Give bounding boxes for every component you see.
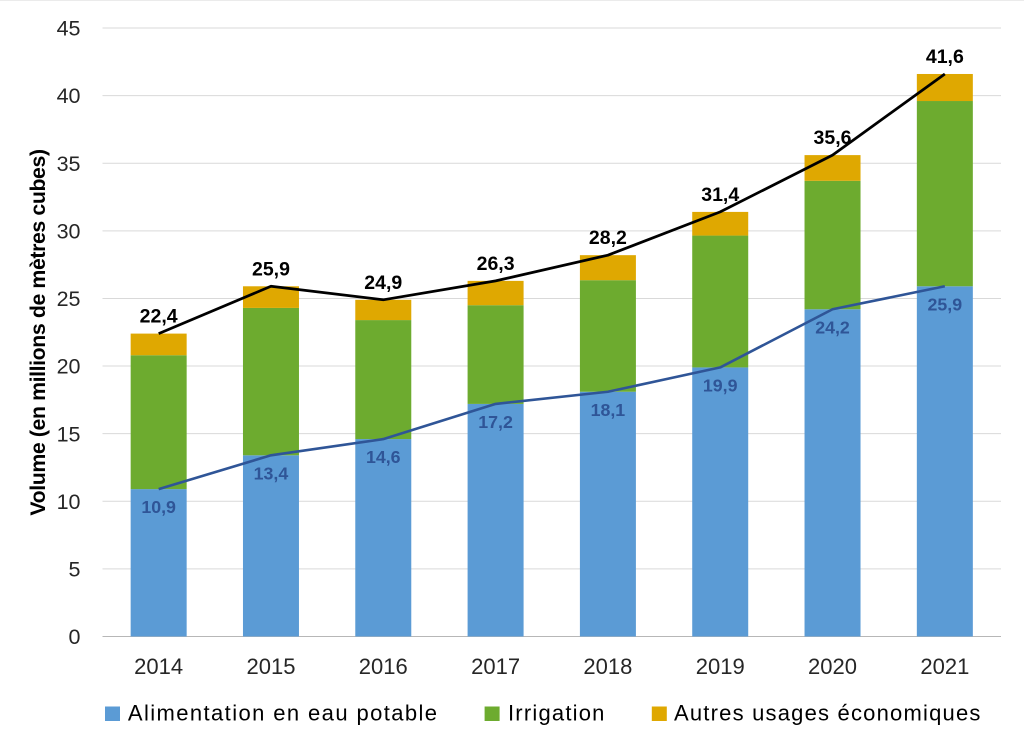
svg-text:14,6: 14,6: [366, 447, 401, 467]
svg-text:10: 10: [57, 490, 81, 514]
svg-text:41,6: 41,6: [926, 46, 964, 68]
svg-text:40: 40: [57, 84, 81, 108]
svg-text:24,9: 24,9: [364, 272, 402, 294]
svg-text:2020: 2020: [808, 654, 857, 679]
svg-text:2014: 2014: [134, 654, 183, 679]
svg-text:2016: 2016: [359, 654, 408, 679]
svg-text:15: 15: [57, 422, 81, 446]
svg-text:31,4: 31,4: [701, 184, 739, 206]
svg-text:2015: 2015: [246, 654, 295, 679]
svg-text:25: 25: [57, 287, 81, 311]
svg-text:Volume (en millions de mètres: Volume (en millions de mètres cubes): [26, 149, 50, 516]
svg-text:2021: 2021: [920, 654, 969, 679]
svg-text:Autres usages économiques: Autres usages économiques: [674, 701, 982, 726]
svg-text:25,9: 25,9: [928, 294, 963, 314]
svg-text:17,2: 17,2: [478, 412, 513, 432]
svg-text:25,9: 25,9: [252, 258, 290, 280]
svg-text:10,9: 10,9: [141, 497, 176, 517]
svg-text:2019: 2019: [696, 654, 745, 679]
svg-text:35: 35: [57, 152, 81, 176]
svg-text:2018: 2018: [583, 654, 632, 679]
svg-text:18,1: 18,1: [591, 400, 626, 420]
svg-text:2017: 2017: [471, 654, 520, 679]
svg-text:Alimentation en eau potable: Alimentation en eau potable: [128, 701, 439, 726]
svg-text:Irrigation: Irrigation: [508, 701, 606, 726]
svg-text:45: 45: [57, 17, 81, 41]
svg-text:28,2: 28,2: [589, 227, 627, 249]
svg-text:22,4: 22,4: [140, 306, 178, 328]
svg-text:5: 5: [69, 557, 81, 581]
svg-text:20: 20: [57, 355, 81, 379]
svg-text:19,9: 19,9: [703, 375, 738, 395]
svg-text:35,6: 35,6: [814, 127, 852, 149]
svg-text:0: 0: [69, 625, 81, 649]
svg-text:13,4: 13,4: [254, 463, 289, 483]
svg-text:30: 30: [57, 219, 81, 243]
svg-text:24,2: 24,2: [815, 317, 850, 337]
svg-text:26,3: 26,3: [477, 253, 515, 275]
